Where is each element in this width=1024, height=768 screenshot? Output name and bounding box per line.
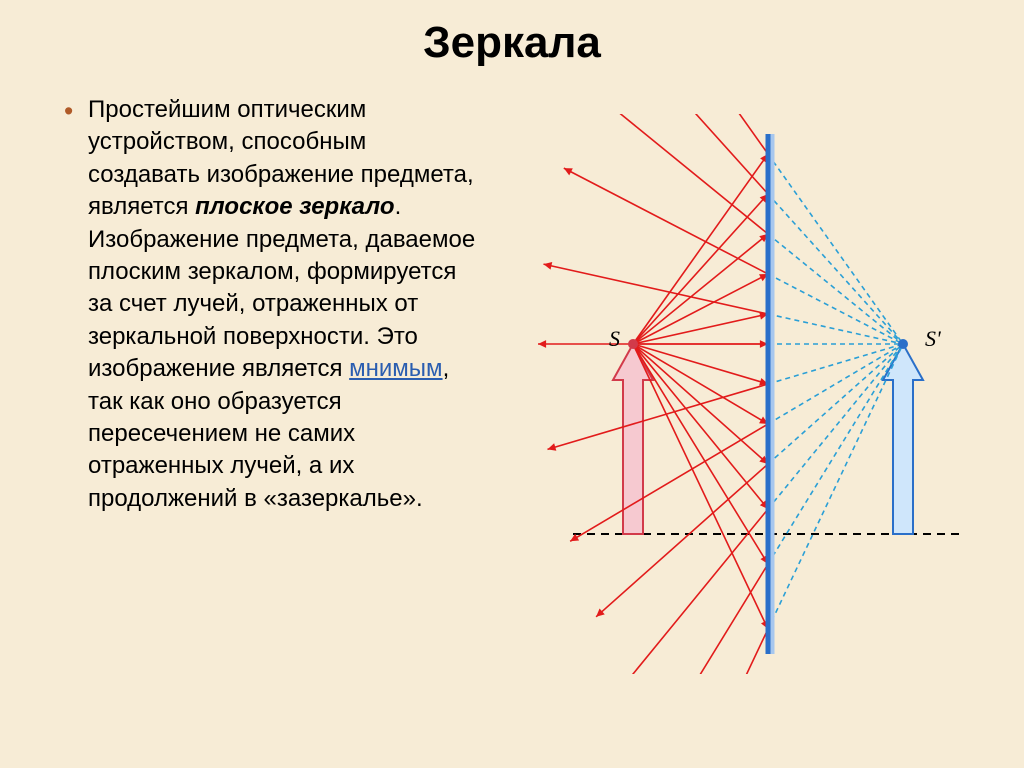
mirror-diagram: S S': [513, 114, 973, 674]
virtual-link[interactable]: мнимым: [349, 355, 442, 382]
body-text-list: Простейшим оптическим устройством, спосо…: [60, 94, 483, 515]
text-column: Простейшим оптическим устройством, спосо…: [60, 84, 493, 724]
text-run-2: . Изображение предмета, даваемое плоским…: [88, 193, 475, 382]
slide-title: Зеркала: [0, 0, 1024, 74]
svg-text:S: S: [609, 326, 620, 351]
slide-content: Простейшим оптическим устройством, спосо…: [0, 74, 1024, 724]
diagram-column: S S': [493, 84, 984, 724]
svg-text:S': S': [925, 326, 941, 351]
slide: Зеркала Простейшим оптическим устройство…: [0, 0, 1024, 768]
text-bold-italic: плоское зеркало: [195, 193, 394, 220]
body-paragraph: Простейшим оптическим устройством, спосо…: [60, 94, 483, 515]
